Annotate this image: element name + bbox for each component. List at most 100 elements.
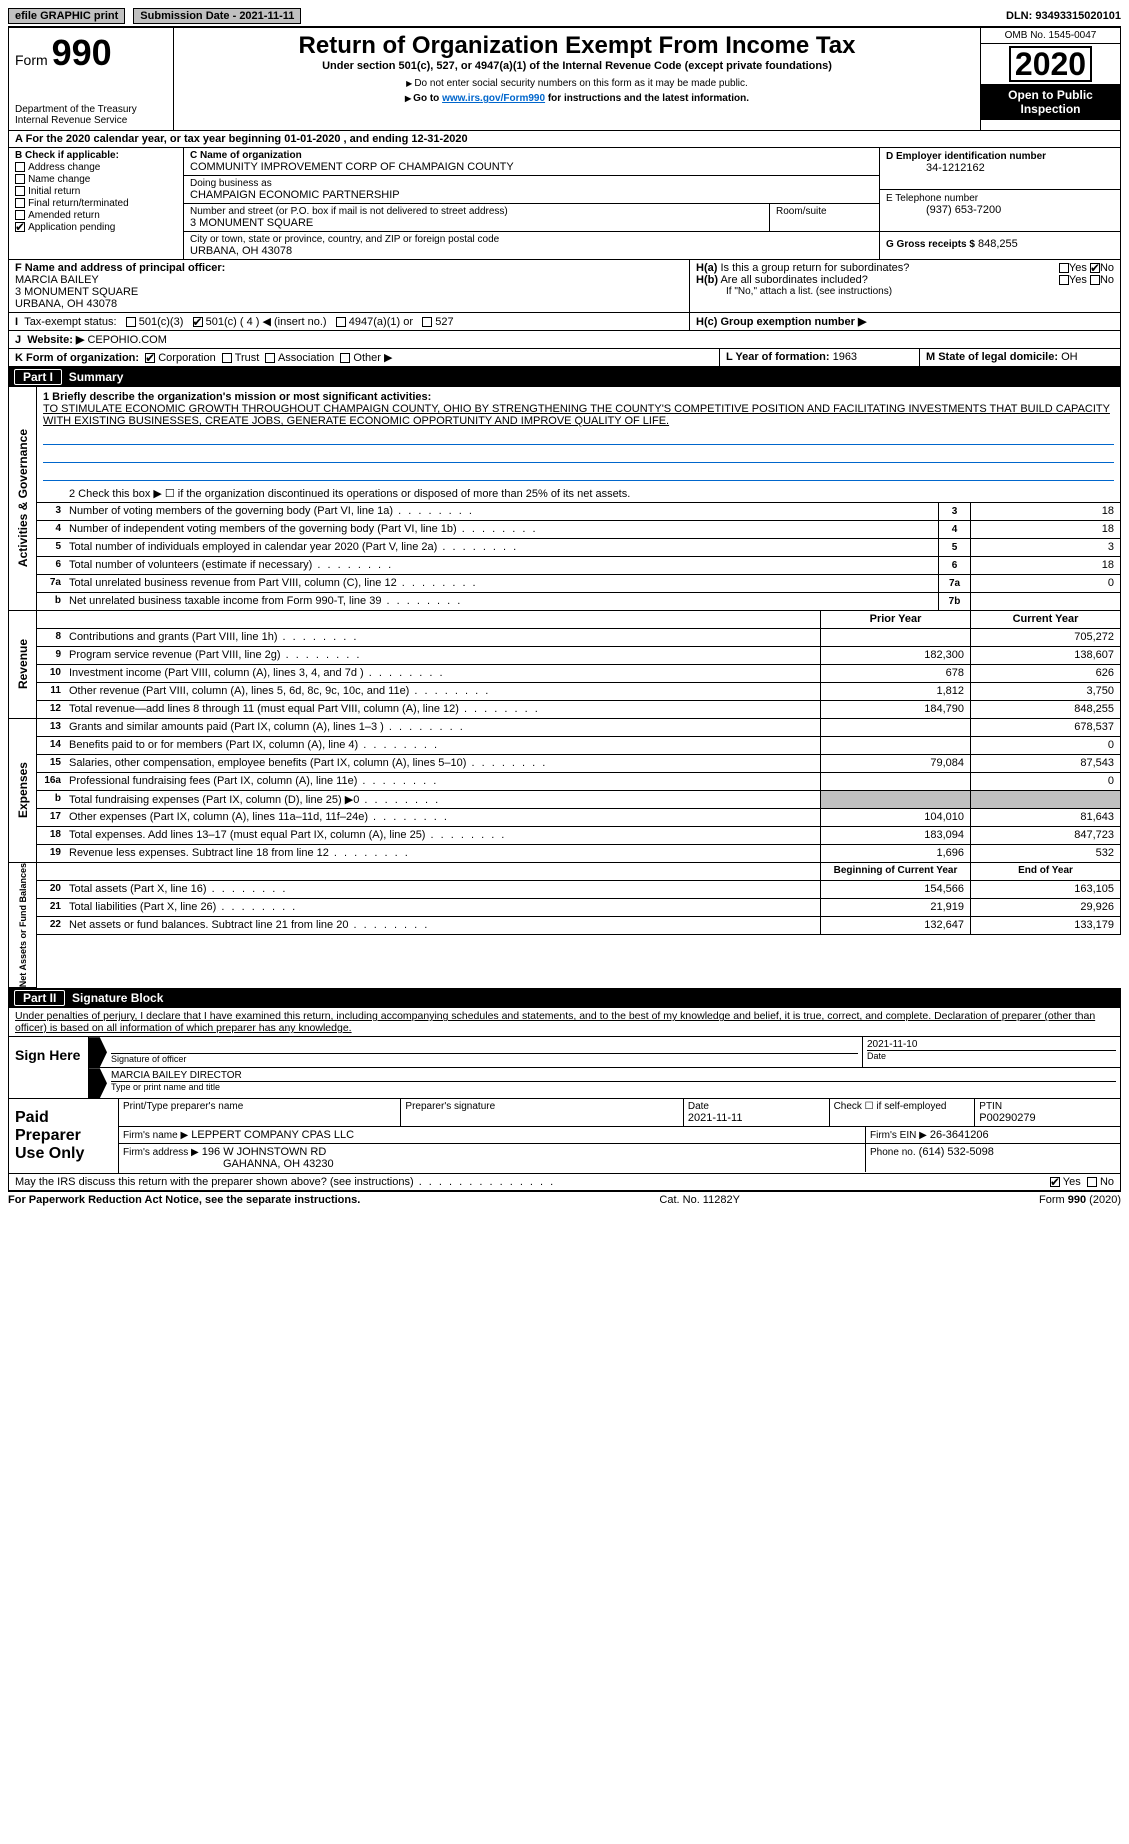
- firm-name-label: Firm's name ▶: [123, 1130, 188, 1141]
- box-b-title: B Check if applicable:: [15, 150, 177, 161]
- name-title-label: Type or print name and title: [111, 1081, 1116, 1092]
- prep-date-label: Date: [688, 1101, 825, 1112]
- expense-row: 13Grants and similar amounts paid (Part …: [37, 719, 1121, 737]
- checkbox-application-pending[interactable]: [15, 222, 25, 232]
- telephone-value: (937) 653-7200: [886, 204, 1001, 216]
- col-current-year: Current Year: [970, 611, 1120, 628]
- side-label-net: Net Assets or Fund Balances: [18, 863, 28, 987]
- officer-addr2: URBANA, OH 43078: [15, 298, 117, 310]
- box-m-label: M State of legal domicile:: [926, 351, 1058, 363]
- prep-sig-label: Preparer's signature: [405, 1101, 678, 1112]
- dept-treasury: Department of the Treasury: [15, 104, 167, 115]
- cb-label: Initial return: [28, 186, 80, 197]
- expense-row: 14Benefits paid to or for members (Part …: [37, 737, 1121, 755]
- room-label: Room/suite: [776, 206, 873, 217]
- ssn-note: Do not enter social security numbers on …: [414, 78, 747, 89]
- expense-row: 19Revenue less expenses. Subtract line 1…: [37, 845, 1121, 863]
- goto-suffix: for instructions and the latest informat…: [548, 93, 749, 104]
- paid-preparer-block: Paid Preparer Use Only Print/Type prepar…: [8, 1099, 1121, 1174]
- cb-label: Application pending: [28, 222, 115, 233]
- sign-here-label: Sign Here: [9, 1037, 89, 1098]
- checkbox-trust[interactable]: [222, 353, 232, 363]
- expense-row: 18Total expenses. Add lines 13–17 (must …: [37, 827, 1121, 845]
- firm-ein-value: 26-3641206: [930, 1129, 989, 1141]
- officer-addr1: 3 MONUMENT SQUARE: [15, 286, 138, 298]
- form-number: 990: [52, 32, 112, 73]
- summary-row: bNet unrelated business taxable income f…: [37, 593, 1121, 611]
- net-assets-section: Net Assets or Fund Balances Beginning of…: [8, 863, 1121, 988]
- col-begin-year: Beginning of Current Year: [820, 863, 970, 880]
- q1-label: 1 Briefly describe the organization's mi…: [43, 391, 431, 403]
- gross-receipts: 848,255: [978, 238, 1018, 250]
- summary-row: 4Number of independent voting members of…: [37, 521, 1121, 539]
- hb-label: Are all subordinates included?: [720, 274, 867, 286]
- firm-city-value: GAHANNA, OH 43230: [123, 1158, 334, 1170]
- sig-date-value: 2021-11-10: [867, 1039, 1116, 1050]
- cb-label: Name change: [28, 174, 90, 185]
- efile-button[interactable]: efile GRAPHIC print: [8, 8, 125, 24]
- expense-row: 15Salaries, other compensation, employee…: [37, 755, 1121, 773]
- signature-arrow-icon: [89, 1037, 107, 1067]
- summary-row: 3Number of voting members of the governi…: [37, 503, 1121, 521]
- box-k-label: K Form of organization:: [15, 352, 139, 364]
- line-a: A For the 2020 calendar year, or tax yea…: [15, 133, 468, 145]
- net-assets-row: 21Total liabilities (Part X, line 26)21,…: [37, 899, 1121, 917]
- checkbox-ha-yes[interactable]: [1059, 263, 1069, 273]
- checkbox-amended-return[interactable]: [15, 210, 25, 220]
- part1-header: Part I Summary: [8, 367, 1121, 387]
- box-i-label: Tax-exempt status:: [24, 316, 116, 328]
- year-formation: 1963: [833, 351, 857, 363]
- checkbox-501c[interactable]: [193, 317, 203, 327]
- checkbox-501c3[interactable]: [126, 317, 136, 327]
- submission-date-button[interactable]: Submission Date - 2021-11-11: [133, 8, 301, 24]
- checkbox-name-change[interactable]: [15, 174, 25, 184]
- form-title: Return of Organization Exempt From Incom…: [184, 32, 970, 60]
- irs-label: Internal Revenue Service: [15, 115, 167, 126]
- dln-label: DLN: 93493315020101: [1006, 10, 1121, 22]
- top-toolbar: efile GRAPHIC print Submission Date - 20…: [8, 8, 1121, 24]
- expense-row: 17Other expenses (Part IX, column (A), l…: [37, 809, 1121, 827]
- website-value: CEPOHIO.COM: [87, 334, 166, 346]
- revenue-row: 10Investment income (Part VIII, column (…: [37, 665, 1121, 683]
- box-d-label: D Employer identification number: [886, 151, 1046, 162]
- checkbox-corp[interactable]: [145, 353, 155, 363]
- side-label-revenue: Revenue: [16, 639, 30, 689]
- org-name: COMMUNITY IMPROVEMENT CORP OF CHAMPAIGN …: [190, 161, 514, 173]
- officer-name-title-value: MARCIA BAILEY DIRECTOR: [111, 1070, 1116, 1081]
- form990-link[interactable]: www.irs.gov/Form990: [442, 93, 545, 104]
- cat-number: Cat. No. 11282Y: [659, 1194, 740, 1206]
- q2-label: 2 Check this box ▶ ☐ if the organization…: [65, 485, 1120, 502]
- checkbox-initial-return[interactable]: [15, 186, 25, 196]
- hc-label: H(c) Group exemption number ▶: [696, 316, 866, 328]
- checkbox-hb-yes[interactable]: [1059, 275, 1069, 285]
- addr-label: Number and street (or P.O. box if mail i…: [190, 206, 763, 217]
- selfemp-label: Check ☐ if self-employed: [834, 1101, 971, 1112]
- form-subtitle: Under section 501(c), 527, or 4947(a)(1)…: [184, 60, 970, 72]
- firm-name-value: LEPPERT COMPANY CPAS LLC: [191, 1129, 354, 1141]
- signature-arrow-icon: [89, 1068, 107, 1098]
- paid-preparer-label: Paid Preparer Use Only: [9, 1099, 119, 1173]
- firm-ein-label: Firm's EIN ▶: [870, 1130, 927, 1141]
- checkbox-4947[interactable]: [336, 317, 346, 327]
- revenue-row: 11Other revenue (Part VIII, column (A), …: [37, 683, 1121, 701]
- side-label-expenses: Expenses: [16, 762, 30, 818]
- checkbox-discuss-no[interactable]: [1087, 1177, 1097, 1187]
- hb-attach-note: If "No," attach a list. (see instruction…: [696, 286, 1114, 297]
- checkbox-address-change[interactable]: [15, 162, 25, 172]
- checkbox-ha-no[interactable]: [1090, 263, 1100, 273]
- firm-addr-label: Firm's address ▶: [123, 1147, 199, 1158]
- expense-row: bTotal fundraising expenses (Part IX, co…: [37, 791, 1121, 809]
- ptin-value: P00290279: [979, 1112, 1035, 1124]
- net-assets-row: 20Total assets (Part X, line 16)154,5661…: [37, 881, 1121, 899]
- checkbox-527[interactable]: [422, 317, 432, 327]
- checkbox-discuss-yes[interactable]: [1050, 1177, 1060, 1187]
- activities-governance-section: Activities & Governance 1 Briefly descri…: [8, 387, 1121, 611]
- checkbox-hb-no[interactable]: [1090, 275, 1100, 285]
- checkbox-final-return[interactable]: [15, 198, 25, 208]
- checkbox-assoc[interactable]: [265, 353, 275, 363]
- box-f-label: F Name and address of principal officer:: [15, 262, 225, 274]
- expense-row: 16aProfessional fundraising fees (Part I…: [37, 773, 1121, 791]
- checkbox-other[interactable]: [340, 353, 350, 363]
- revenue-row: 12Total revenue—add lines 8 through 11 (…: [37, 701, 1121, 719]
- form-label: Form: [15, 52, 48, 68]
